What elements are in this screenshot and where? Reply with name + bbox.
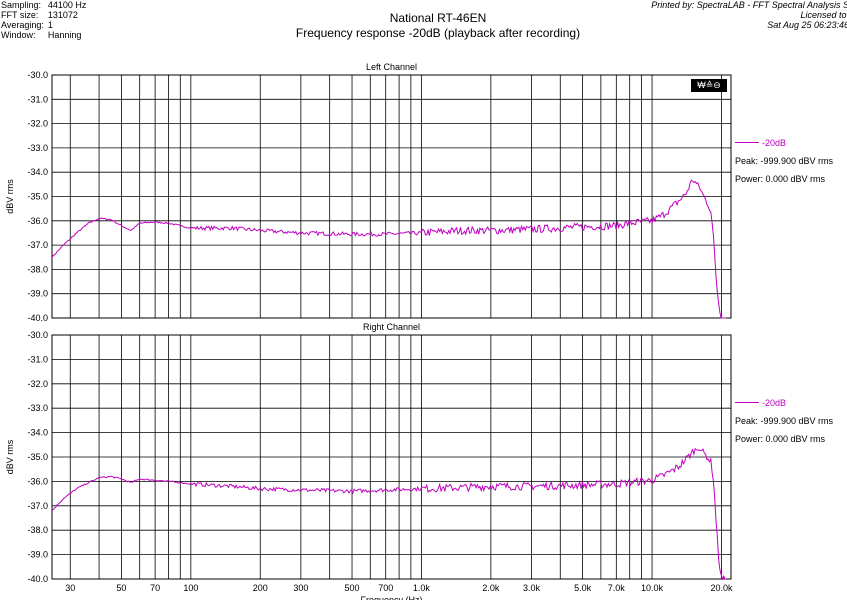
y-tick-label: -40.0 — [27, 574, 48, 584]
y-tick-label: -39.0 — [27, 550, 48, 560]
y-tick-label: -34.0 — [27, 167, 48, 177]
y-tick-label: -38.0 — [27, 264, 48, 274]
page-title: National RT-46EN — [389, 11, 487, 25]
y-tick-label: -30.0 — [27, 70, 48, 80]
legend-swatch — [735, 402, 759, 403]
channel-title: Right Channel — [363, 322, 420, 332]
x-tick-label: 700 — [378, 583, 393, 593]
legend-swatch — [735, 142, 759, 143]
y-tick-label: -33.0 — [27, 143, 48, 153]
legend-entry: -20dB — [735, 134, 833, 152]
settings-row: Averaging: 1 — [1, 20, 90, 30]
y-tick-label: -35.0 — [27, 192, 48, 202]
x-tick-label: 30 — [65, 583, 75, 593]
y-tick-label: -37.0 — [27, 501, 48, 511]
x-tick-label: 1.0k — [413, 583, 431, 593]
legend-entry: -20dB — [735, 394, 833, 412]
settings-row: FFT size: 131072 — [1, 10, 90, 20]
chart-panel: Right Channel -30.0 -31.0 -32.0 -33.0 -34.0 -3… — [5, 322, 733, 600]
x-tick-label: 50 — [116, 583, 126, 593]
chart-panel: Left Channel -30.0 -31.0 -32.0 -33.0 -34.0 -35… — [5, 62, 732, 323]
settings-row: Sampling: 44100 Hz — [1, 0, 90, 10]
legend-series-name: -20dB — [762, 398, 787, 408]
y-axis-label: dBV rms — [5, 179, 15, 214]
y-tick-label: -35.0 — [27, 452, 48, 462]
x-tick-label: 3.0k — [523, 583, 541, 593]
y-tick-label: -31.0 — [27, 354, 48, 364]
y-tick-label: -34.0 — [27, 428, 48, 438]
series-line — [51, 447, 727, 581]
analysis-settings: Sampling: 44100 Hz FFT size: 131072 Aver… — [1, 0, 90, 40]
x-tick-label: 500 — [345, 583, 360, 593]
legend-series-name: -20dB — [762, 138, 787, 148]
series-line — [51, 179, 727, 319]
settings-label: Window: — [1, 30, 36, 40]
x-tick-label: 7.0k — [608, 583, 626, 593]
x-tick-label: 100 — [183, 583, 198, 593]
settings-label: FFT size: — [1, 10, 39, 20]
licensed-to: Licensed to: — [800, 10, 847, 20]
plot-frame — [51, 334, 732, 580]
print-info: Printed by: SpectraLAB - FFT Spectral An… — [651, 0, 847, 30]
y-tick-label: -38.0 — [27, 525, 48, 535]
x-tick-label: 20.0k — [710, 583, 733, 593]
settings-label: Sampling: — [1, 0, 42, 10]
y-tick-label: -33.0 — [27, 403, 48, 413]
legend-power: Power: 0.000 dBV rms — [735, 174, 826, 184]
y-tick-label: -40.0 — [27, 313, 48, 323]
chart-header: National RT-46EN Frequency response -20d… — [200, 11, 676, 41]
page-subtitle: Frequency response -20dB (playback after… — [295, 26, 581, 40]
settings-value: 44100 Hz — [47, 0, 87, 10]
x-tick-label: 2.0k — [482, 583, 500, 593]
x-tick-label: 5.0k — [574, 583, 592, 593]
x-tick-label: 300 — [293, 583, 308, 593]
settings-label: Averaging: — [1, 20, 44, 30]
settings-row: Window: Hanning — [1, 30, 90, 40]
settings-value: 131072 — [47, 10, 78, 20]
y-tick-label: -37.0 — [27, 240, 48, 250]
y-tick-label: -39.0 — [27, 289, 48, 299]
y-tick-label: -32.0 — [27, 119, 48, 129]
print-date: Sat Aug 25 06:23:46 — [767, 20, 847, 30]
plot-frame — [51, 74, 732, 319]
x-tick-label: 70 — [150, 583, 160, 593]
y-tick-label: -31.0 — [27, 94, 48, 104]
y-axis-label: dBV rms — [5, 439, 15, 474]
legend-peak: Peak: -999.900 dBV rms — [735, 156, 834, 166]
y-tick-label: -36.0 — [27, 476, 48, 486]
legend-right-channel: -20dB Peak: -999.900 dBV rms Power: 0.00… — [735, 394, 833, 448]
settings-value: Hanning — [47, 30, 82, 40]
legend-power: Power: 0.000 dBV rms — [735, 434, 826, 444]
legend-peak: Peak: -999.900 dBV rms — [735, 416, 834, 426]
channel-title: Left Channel — [366, 62, 417, 72]
x-axis-label: Frequency (Hz) — [360, 595, 422, 600]
x-tick-label: 200 — [253, 583, 268, 593]
y-tick-label: -36.0 — [27, 216, 48, 226]
settings-value: 1 — [47, 20, 53, 30]
y-tick-label: -30.0 — [27, 330, 48, 340]
x-tick-label: 10.0k — [641, 583, 664, 593]
legend-left-channel: -20dB Peak: -999.900 dBV rms Power: 0.00… — [735, 134, 833, 188]
printed-by: Printed by: SpectraLAB - FFT Spectral An… — [651, 0, 847, 10]
y-tick-label: -32.0 — [27, 379, 48, 389]
toolbar-icons[interactable]: ₩≙⊖ — [691, 79, 727, 92]
